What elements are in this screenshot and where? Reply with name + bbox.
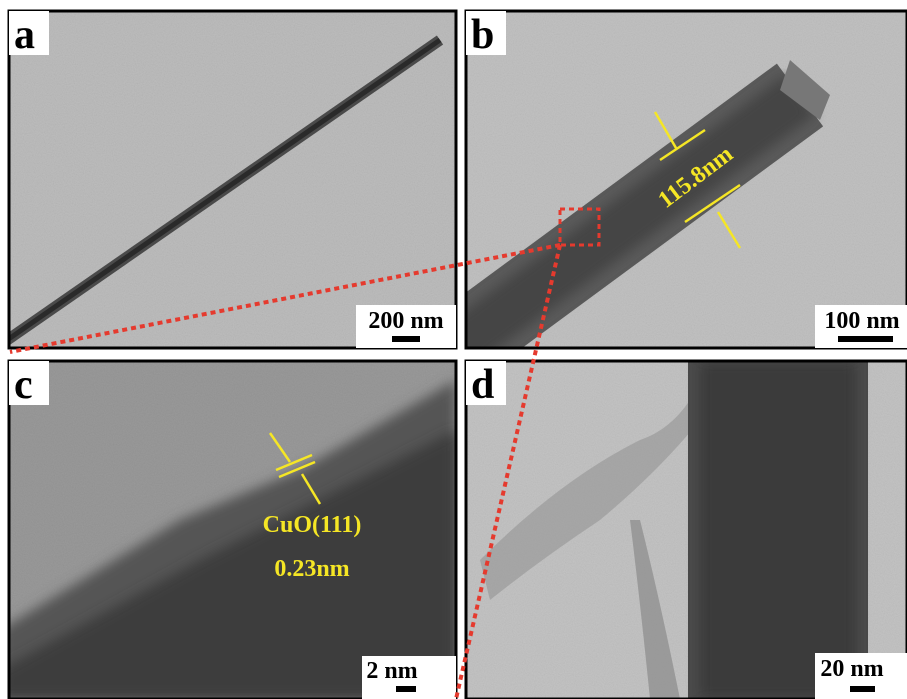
spacing-label: 0.23nm bbox=[274, 556, 349, 582]
scale-bar bbox=[838, 336, 893, 342]
scale-bar-label: 2 nm bbox=[366, 658, 417, 684]
panel-label: a bbox=[14, 12, 35, 58]
scale-bar bbox=[850, 686, 875, 692]
scale-bar-label: 20 nm bbox=[820, 656, 883, 682]
panel-label: d bbox=[471, 362, 494, 408]
page: a 200 nm 115.8nm b 100 nm CuO(111) 0 bbox=[0, 0, 907, 699]
scale-bar bbox=[392, 336, 420, 342]
scale-bar-label: 100 nm bbox=[824, 308, 899, 334]
panel-label: b bbox=[471, 12, 494, 58]
plane-label: CuO(111) bbox=[263, 512, 362, 538]
figure: a 200 nm 115.8nm b 100 nm CuO(111) 0 bbox=[0, 0, 907, 699]
scale-bar-label: 200 nm bbox=[368, 308, 443, 334]
scale-bar bbox=[396, 686, 416, 692]
panel-a-image bbox=[0, 11, 456, 348]
panel-d-image bbox=[466, 361, 907, 699]
panel-c-image: CuO(111) 0.23nm bbox=[0, 361, 456, 699]
panel-label: c bbox=[14, 362, 33, 408]
